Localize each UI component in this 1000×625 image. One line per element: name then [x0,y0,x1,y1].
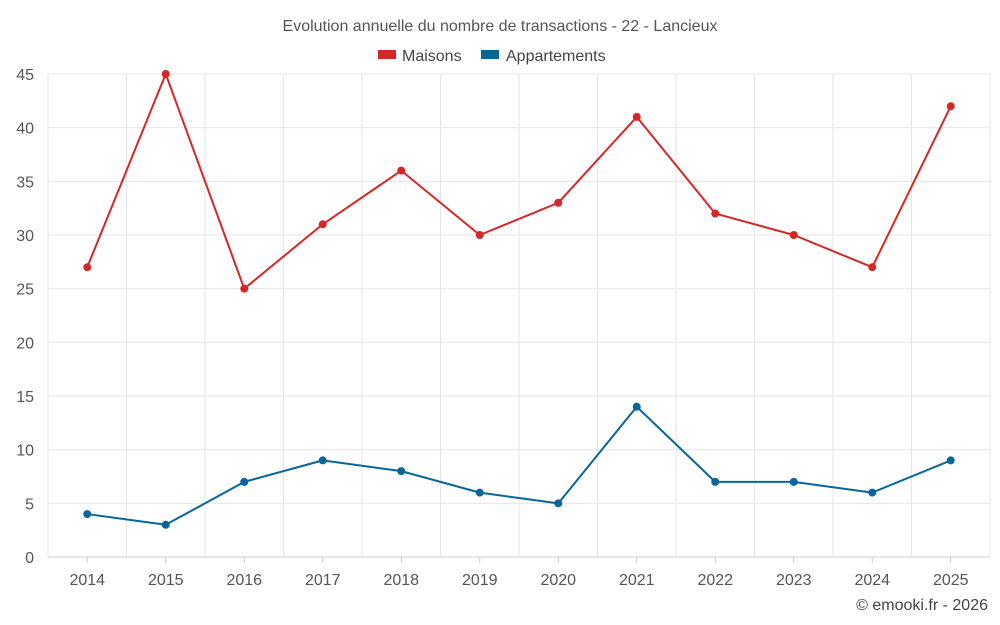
data-point-maisons[interactable] [789,231,798,239]
data-point-appartements[interactable] [161,520,170,529]
series-line-maisons [86,73,952,290]
data-point-maisons[interactable] [318,220,327,229]
legend-swatch-maisons [378,50,396,59]
x-tick-label: 2019 [462,572,498,589]
data-point-maisons[interactable] [868,263,877,272]
y-axis: 0 5 10 15 20 25 30 35 40 45 [16,67,34,567]
data-point-appartements[interactable] [83,510,92,519]
data-point-maisons[interactable] [161,70,170,78]
x-tick-label: 2017 [305,572,341,589]
data-point-appartements[interactable] [475,488,484,497]
series-group [83,70,955,529]
chart-title: Evolution annuelle du nombre de transact… [283,18,718,35]
series-line-appartements [87,405,952,526]
data-point-maisons[interactable] [946,102,955,111]
legend: Maisons Appartements [378,48,606,65]
data-point-appartements[interactable] [632,402,641,411]
data-point-maisons[interactable] [397,166,406,175]
data-point-appartements[interactable] [946,456,955,465]
grid [47,73,991,558]
x-tick-label: 2021 [619,572,655,589]
x-tick-label: 2016 [226,572,262,589]
data-point-maisons[interactable] [83,263,92,272]
legend-label-appartements[interactable]: Appartements [506,48,606,65]
y-tick-label: 25 [16,282,34,299]
legend-swatch-appartements [481,50,499,59]
x-tick-label: 2023 [776,572,812,589]
legend-label-maisons[interactable]: Maisons [402,48,462,65]
data-point-maisons[interactable] [711,209,720,218]
data-point-appartements[interactable] [397,467,406,476]
data-point-appartements[interactable] [240,477,249,486]
y-tick-label: 20 [16,335,34,352]
data-point-appartements[interactable] [318,456,327,465]
x-tick-label: 2015 [148,572,184,589]
x-tick-label: 2018 [383,572,419,589]
y-tick-label: 30 [16,228,34,245]
data-point-appartements[interactable] [868,488,877,497]
x-tick-label: 2025 [933,572,969,589]
data-point-maisons[interactable] [475,231,484,239]
x-tick-label: 2022 [697,572,733,589]
y-tick-label: 5 [25,496,34,513]
y-tick-label: 45 [16,67,34,84]
data-point-appartements[interactable] [711,477,720,486]
y-tick-label: 15 [16,389,34,406]
data-point-maisons[interactable] [554,198,563,207]
y-tick-label: 0 [25,550,34,567]
x-tick-label: 2024 [854,572,890,589]
credit-text: © emooki.fr - 2026 [856,597,988,614]
y-tick-label: 40 [16,121,34,138]
data-point-maisons[interactable] [240,284,249,293]
x-axis: 2014 2015 2016 2017 2018 2019 2020 2021 2022 2023… [69,557,969,589]
y-tick-label: 35 [16,174,34,191]
data-point-appartements[interactable] [554,499,563,508]
data-point-maisons[interactable] [632,112,641,121]
x-tick-label: 2014 [69,572,105,589]
y-tick-label: 10 [16,443,34,460]
x-tick-label: 2020 [540,572,576,589]
data-point-appartements[interactable] [789,477,798,486]
